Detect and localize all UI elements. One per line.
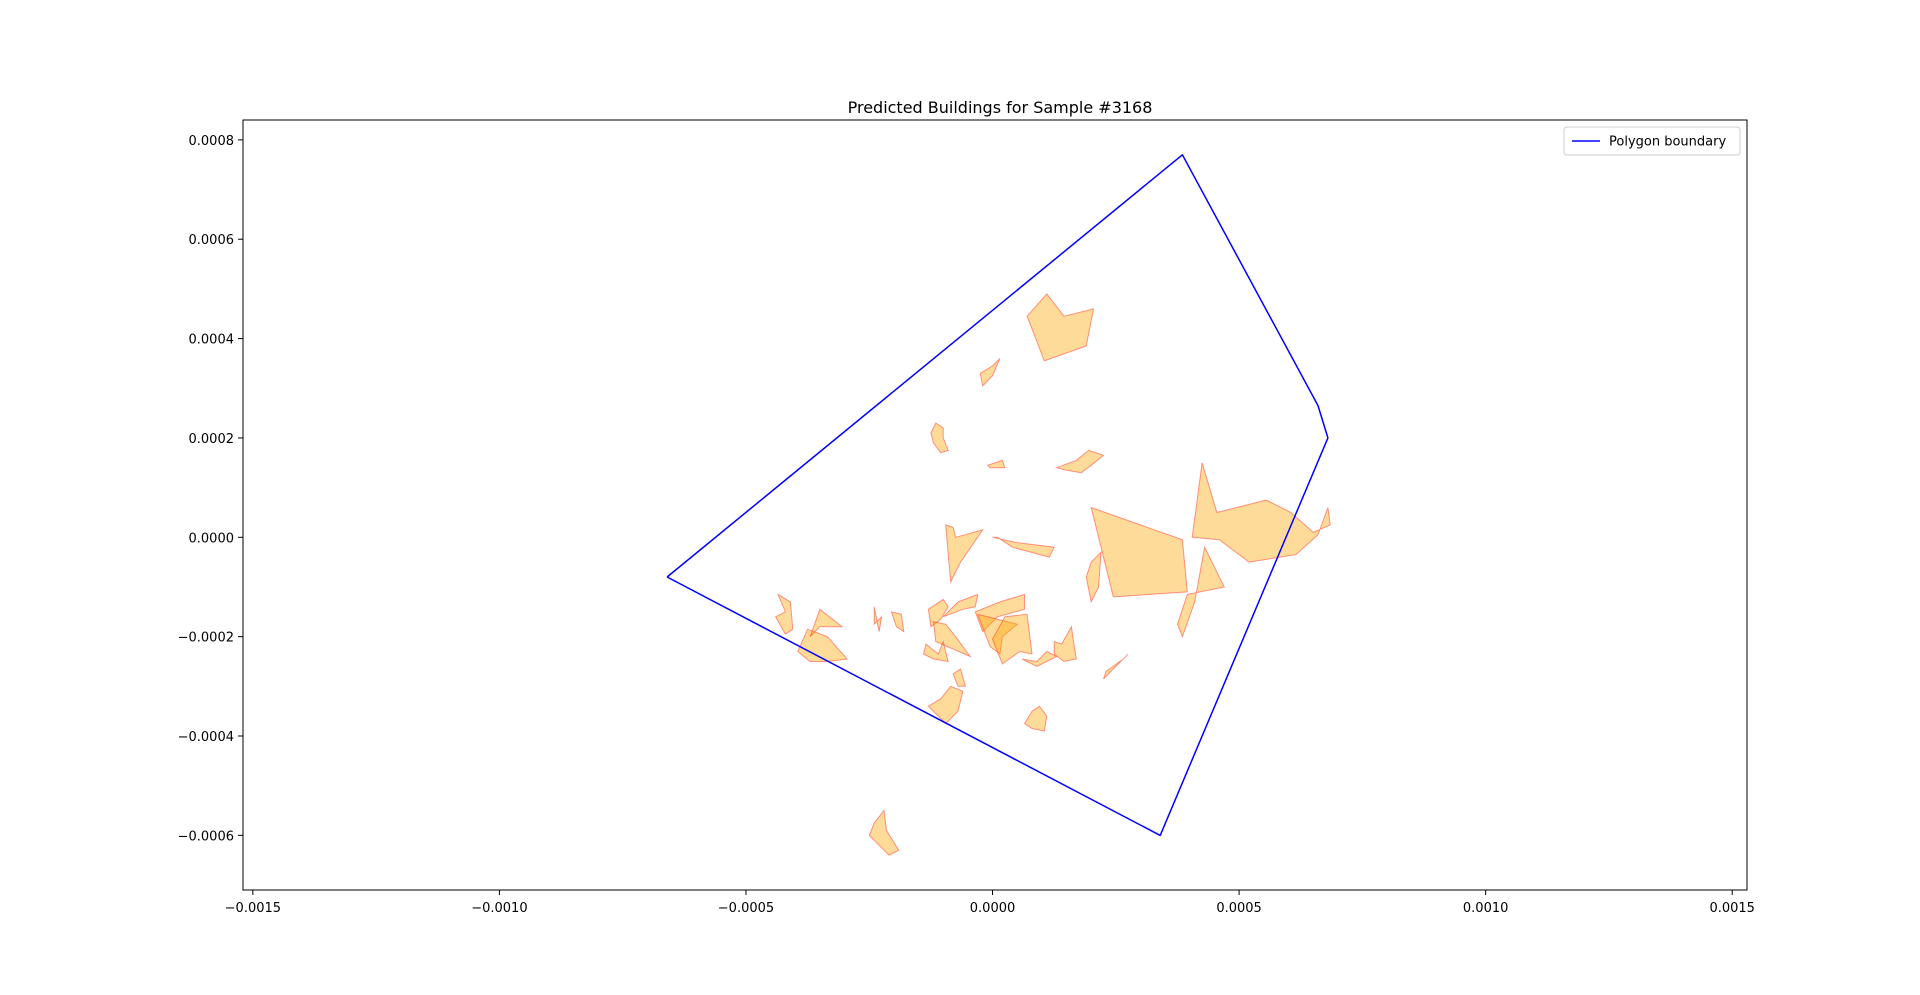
building-polygon-2 — [979, 358, 1001, 387]
y-tick-label-5: 0.0004 — [189, 333, 235, 348]
building-polygon-1 — [1026, 293, 1095, 362]
building-polygon-8 — [1176, 545, 1226, 639]
building-polygon-13 — [809, 608, 844, 637]
legend-boundary-label: Polygon boundary — [1609, 135, 1726, 150]
x-tick-label-2: −0.0005 — [718, 901, 774, 916]
axes-frame — [242, 119, 1748, 891]
y-tick-label-7: 0.0008 — [189, 134, 235, 149]
y-tick-label-4: 0.0002 — [189, 432, 235, 447]
x-tick-label-6: 0.0015 — [1709, 901, 1755, 916]
legend: Polygon boundary — [1563, 126, 1741, 156]
building-polygon-21 — [974, 593, 1026, 633]
chart-title: Predicted Buildings for Sample #3168 — [848, 98, 1153, 117]
building-polygon-7 — [1191, 462, 1331, 563]
building-polygon-3 — [930, 422, 949, 454]
building-polygon-14 — [774, 593, 794, 635]
building-polygon-19 — [922, 639, 949, 663]
building-polygon-29 — [1023, 705, 1048, 732]
building-polygon-23 — [991, 613, 1033, 665]
building-polygon-24 — [1021, 650, 1058, 668]
building-polygon-4 — [986, 459, 1006, 469]
building-polygon-17 — [927, 598, 949, 628]
x-tick-label-3: 0.0000 — [970, 901, 1016, 916]
building-polygon-27 — [952, 668, 967, 687]
building-polygon-5 — [1054, 449, 1105, 474]
x-axis: −0.0015 −0.0010 −0.0005 0.0000 0.0005 0.0010 0… — [225, 890, 1755, 916]
building-polygon-11 — [992, 536, 1055, 558]
x-tick-label-4: 0.0005 — [1216, 901, 1262, 916]
x-tick-label-0: −0.0015 — [225, 901, 281, 916]
building-polygon-26 — [1103, 653, 1129, 680]
x-tick-label-1: −0.0010 — [471, 901, 527, 916]
building-polygon-12 — [797, 628, 849, 662]
y-tick-label-2: −0.0002 — [178, 631, 234, 646]
y-axis: −0.0006 −0.0004 −0.0002 0.0000 0.0002 0.0004 0… — [178, 134, 243, 844]
legend-box — [1563, 126, 1741, 156]
building-polygon-16 — [890, 611, 905, 633]
building-polygon-15 — [873, 606, 883, 632]
building-polygon-22 — [976, 613, 1019, 655]
building-polygon-6 — [1090, 506, 1188, 598]
building-polygon-30 — [868, 809, 900, 856]
building-polygon-18 — [932, 621, 972, 658]
y-tick-label-1: −0.0004 — [178, 730, 234, 745]
building-polygon-9 — [1085, 550, 1102, 604]
plot-area — [242, 119, 1748, 891]
y-tick-label-3: 0.0000 — [189, 531, 235, 546]
building-polygon-10 — [945, 524, 984, 584]
boundary-line — [666, 154, 1329, 837]
building-polygon-25 — [1053, 625, 1077, 663]
y-tick-label-6: 0.0006 — [189, 233, 235, 248]
x-tick-label-5: 0.0010 — [1463, 901, 1509, 916]
building-polygon-20 — [942, 593, 979, 618]
y-tick-label-0: −0.0006 — [178, 829, 234, 844]
